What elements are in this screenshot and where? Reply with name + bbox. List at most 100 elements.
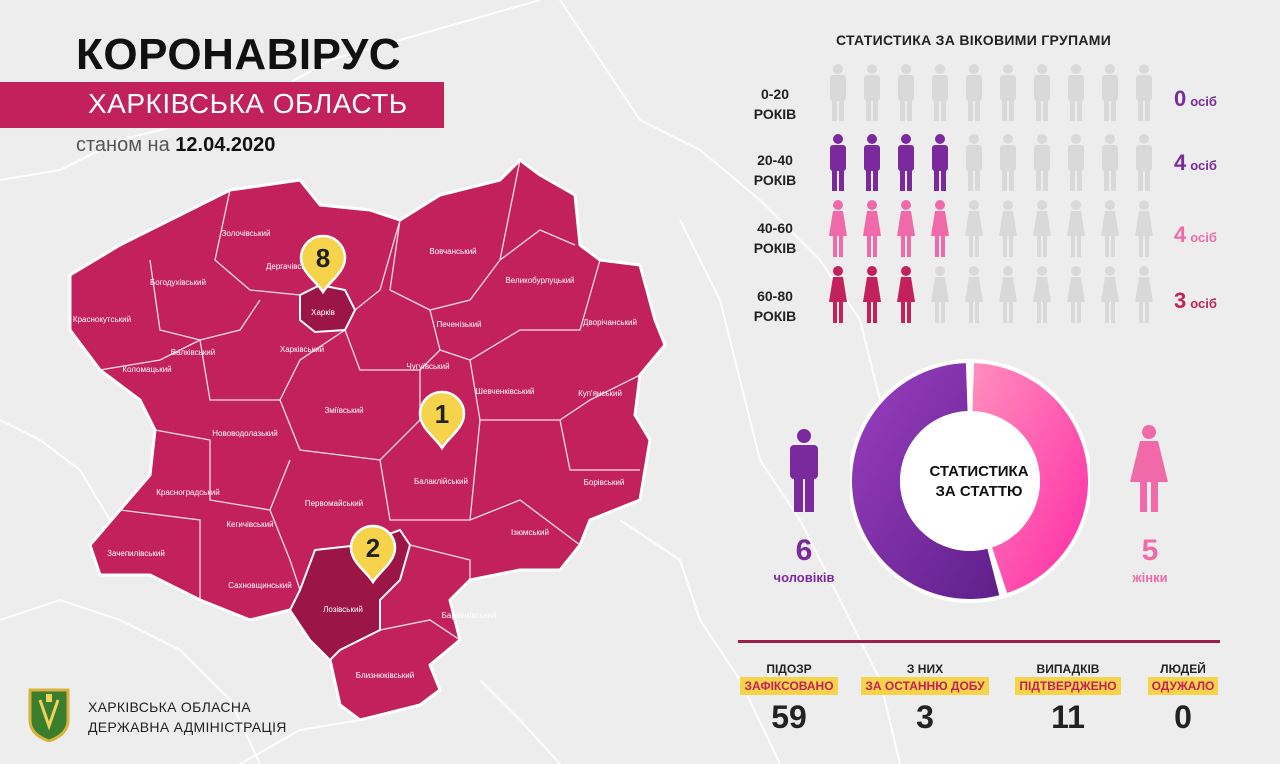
- age-figures-row: [829, 266, 1153, 323]
- region-label: Балаклійський: [414, 477, 468, 486]
- region-label: Печенізький: [436, 320, 481, 329]
- region-label: Золочівський: [222, 229, 271, 238]
- coat-of-arms-icon: [28, 688, 70, 742]
- region-label: Первомайський: [305, 499, 363, 508]
- age-range: 0-20: [760, 86, 790, 102]
- person-empty-icon: [965, 200, 983, 257]
- person-empty-icon: [1135, 266, 1153, 323]
- summary-value: 0: [1174, 699, 1192, 735]
- person-empty-icon: [864, 64, 880, 121]
- report-date: 12.04.2020: [175, 134, 276, 156]
- region-label: Сахновщинський: [228, 581, 292, 590]
- page-subtitle: ХАРКІВСЬКА ОБЛАСТЬ: [88, 88, 408, 119]
- marker-pin-icon: 2: [349, 524, 397, 585]
- person-empty-icon: [1033, 266, 1051, 323]
- oblast-map: Золочівський Дергачівський Богодухівськи…: [68, 158, 667, 722]
- summary-value: 3: [916, 699, 934, 735]
- donut-segment-female: [972, 363, 1088, 593]
- region-label: Красноградський: [156, 488, 220, 497]
- person-empty-icon: [1102, 134, 1118, 191]
- person-empty-icon: [1136, 134, 1152, 191]
- age-count-unit: осіб: [1190, 230, 1217, 245]
- region-label: Дергачівський: [266, 262, 318, 271]
- age-stats-title: СТАТИСТИКА ЗА ВІКОВИМИ ГРУПАМИ: [836, 32, 1112, 48]
- person-empty-icon: [1000, 134, 1016, 191]
- summary-line1: ПІДОЗР: [766, 662, 812, 676]
- age-unit: РОКІВ: [753, 172, 797, 188]
- age-group-label: 60-80 РОКІВ: [740, 286, 810, 326]
- age-count-value: 3: [1174, 288, 1187, 313]
- person-empty-icon: [999, 266, 1017, 323]
- age-count-unit: осіб: [1190, 94, 1217, 109]
- age-range: 60-80: [757, 288, 793, 304]
- region-label: Барвінківський: [442, 611, 497, 620]
- person-empty-icon: [1102, 64, 1118, 121]
- region-label: Шевченківський: [476, 387, 535, 396]
- region-label: Харків: [311, 308, 335, 317]
- region-label: Зміївський: [324, 406, 363, 415]
- age-figures-row: [830, 134, 1152, 191]
- person-empty-icon: [1136, 64, 1152, 121]
- person-empty-icon: [1000, 64, 1016, 121]
- person-empty-icon: [966, 64, 982, 121]
- date-prefix: станом на: [76, 134, 170, 156]
- gender-donut-chart: [850, 359, 1090, 603]
- age-group-label: 20-40 РОКІВ: [740, 150, 810, 190]
- region-label: Нововодолазький: [212, 429, 278, 438]
- donut-segment-male: [852, 363, 1000, 599]
- region-label: Харківський: [280, 345, 324, 354]
- female-icon: [829, 266, 847, 323]
- region-label: Лозівський: [323, 605, 363, 614]
- age-figures-row: [829, 200, 1153, 257]
- female-icon: [829, 200, 847, 257]
- summary-item: ВИПАДКІВ ПІДТВЕРДЖЕНО 11: [1003, 662, 1133, 736]
- female-icon: [931, 200, 949, 257]
- female-icon: [1130, 425, 1168, 512]
- oblast-outline: [68, 158, 667, 722]
- region-label: Дворічанський: [583, 318, 637, 327]
- summary-line2: ЗАФІКСОВАНО: [740, 677, 838, 695]
- age-range: 20-40: [757, 152, 793, 168]
- male-icon: [790, 429, 818, 512]
- age-figures-row: [830, 64, 1152, 121]
- person-empty-icon: [1033, 200, 1051, 257]
- female-icon: [897, 200, 915, 257]
- marker-pin-icon: 1: [418, 390, 466, 451]
- region-label: Великобурлуцький: [505, 276, 574, 285]
- summary-value: 59: [771, 699, 807, 735]
- person-empty-icon: [1068, 134, 1084, 191]
- age-count-unit: осіб: [1190, 158, 1217, 173]
- summary-divider: [738, 640, 1220, 643]
- person-empty-icon: [1067, 266, 1085, 323]
- person-empty-icon: [1034, 64, 1050, 121]
- summary-line1: ВИПАДКІВ: [1036, 662, 1100, 676]
- female-icon: [863, 266, 881, 323]
- gender-title-line: ЗА СТАТТЮ: [935, 483, 1023, 500]
- gender-title-line: СТАТИСТИКА: [929, 463, 1029, 480]
- gender-stats-title: СТАТИСТИКА ЗА СТАТТЮ: [904, 462, 1054, 502]
- male-count: 6: [795, 534, 813, 567]
- summary-item: ЛЮДЕЙ ОДУЖАЛО 0: [1118, 662, 1248, 736]
- marker-count: 2: [366, 533, 380, 563]
- person-empty-icon: [1067, 200, 1085, 257]
- age-unit: РОКІВ: [753, 308, 797, 324]
- summary-line1: З НИХ: [906, 662, 944, 676]
- age-unit: РОКІВ: [753, 240, 797, 256]
- administration-name: ХАРКІВСЬКА ОБЛАСНА ДЕРЖАВНА АДМІНІСТРАЦІ…: [88, 697, 287, 737]
- summary-item: ПІДОЗР ЗАФІКСОВАНО 59: [724, 662, 854, 736]
- male-label: чоловіків: [773, 570, 835, 585]
- region-label: Чугуївський: [406, 362, 449, 371]
- age-count: 3 осіб: [1174, 288, 1254, 314]
- summary-line1: ЛЮДЕЙ: [1160, 662, 1206, 676]
- marker-count: 8: [316, 243, 330, 273]
- region-label: Зачепилівський: [107, 549, 165, 558]
- person-empty-icon: [830, 64, 846, 121]
- female-count: 5: [1141, 534, 1159, 567]
- person-empty-icon: [1068, 64, 1084, 121]
- person-empty-icon: [932, 64, 948, 121]
- person-empty-icon: [1034, 134, 1050, 191]
- summary-line2: ОДУЖАЛО: [1147, 677, 1219, 695]
- person-empty-icon: [898, 64, 914, 121]
- male-icon: [898, 134, 914, 191]
- person-empty-icon: [1135, 200, 1153, 257]
